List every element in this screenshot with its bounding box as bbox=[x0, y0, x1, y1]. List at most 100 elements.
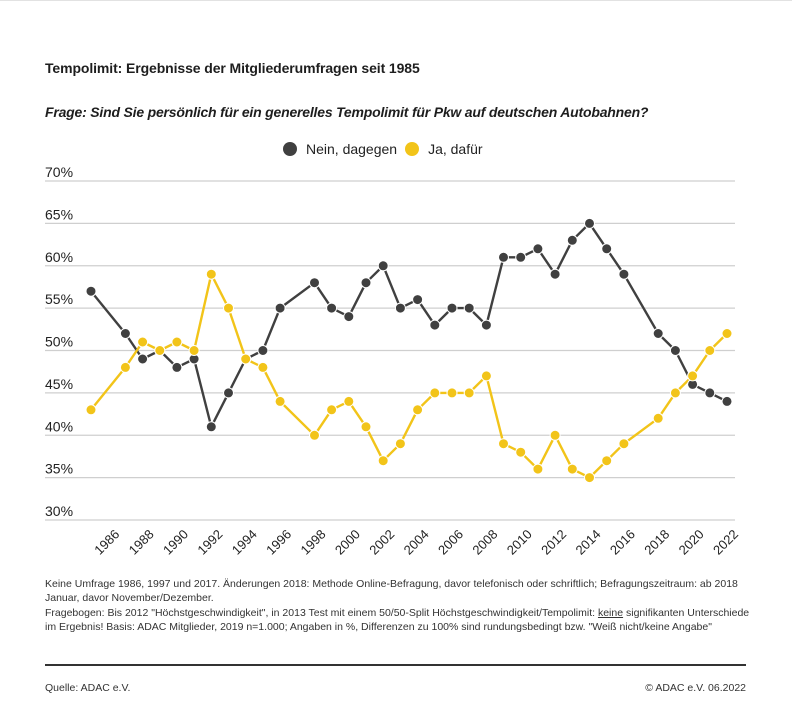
footnote-questionnaire: Fragebogen: Bis 2012 "Höchstgeschwindigk… bbox=[45, 606, 750, 633]
data-point-nein bbox=[584, 217, 595, 229]
legend-label-ja: Ja, dafür bbox=[428, 141, 483, 157]
y-tick-label: 35% bbox=[45, 461, 73, 477]
data-point-nein bbox=[480, 319, 492, 331]
data-point-ja bbox=[704, 345, 716, 356]
data-point-ja bbox=[498, 438, 509, 450]
data-point-nein bbox=[446, 302, 458, 314]
x-tick-label: 1990 bbox=[160, 527, 191, 558]
data-point-ja bbox=[669, 387, 681, 399]
data-point-nein bbox=[223, 387, 234, 399]
data-point-nein bbox=[566, 234, 578, 246]
data-point-nein bbox=[601, 243, 613, 255]
data-point-nein bbox=[343, 311, 355, 323]
data-point-ja bbox=[137, 336, 149, 348]
data-point-nein bbox=[85, 285, 97, 297]
data-point-ja bbox=[309, 429, 320, 441]
data-point-ja bbox=[549, 429, 561, 441]
data-point-nein bbox=[532, 243, 544, 255]
x-tick-label: 2018 bbox=[641, 527, 672, 558]
data-point-ja bbox=[343, 395, 355, 407]
data-point-ja bbox=[188, 345, 200, 356]
x-tick-label: 1992 bbox=[194, 527, 225, 558]
legend: Nein, dagegen Ja, dafür bbox=[283, 141, 491, 157]
data-point-ja bbox=[360, 421, 372, 433]
data-point-ja bbox=[119, 361, 131, 373]
data-point-nein bbox=[171, 361, 183, 373]
data-point-nein bbox=[309, 277, 320, 289]
data-point-nein bbox=[429, 319, 441, 331]
top-border bbox=[0, 0, 792, 1]
y-tick-label: 45% bbox=[45, 376, 73, 392]
data-point-ja bbox=[274, 395, 286, 407]
series-line-nein bbox=[90, 222, 728, 428]
y-axis-ticks: 30% 35% 40% 45% 50% 55% 60% 65% 70% bbox=[45, 164, 73, 519]
data-point-nein bbox=[515, 251, 527, 263]
data-point-nein bbox=[137, 353, 149, 365]
data-point-nein bbox=[463, 302, 475, 314]
legend-item-ja: Ja, dafür bbox=[405, 141, 483, 157]
data-point-ja bbox=[584, 472, 595, 484]
y-tick-label: 65% bbox=[45, 206, 73, 222]
data-point-nein bbox=[274, 302, 286, 314]
y-tick-label: 70% bbox=[45, 164, 73, 180]
gridlines bbox=[45, 180, 735, 521]
footnote-emphasis: keine bbox=[597, 606, 624, 619]
data-point-ja bbox=[394, 438, 406, 450]
data-point-nein bbox=[205, 421, 217, 433]
y-tick-label: 40% bbox=[45, 418, 73, 434]
chart-title: Tempolimit: Ergebnisse der Mitgliederumf… bbox=[45, 60, 420, 76]
data-point-nein bbox=[360, 277, 372, 289]
data-point-nein bbox=[119, 328, 131, 339]
data-point-nein bbox=[394, 302, 406, 314]
data-point-ja bbox=[515, 446, 527, 458]
data-point-nein bbox=[704, 387, 716, 399]
x-tick-label: 1986 bbox=[91, 527, 122, 558]
data-point-ja bbox=[721, 328, 733, 339]
data-point-ja bbox=[429, 387, 441, 399]
data-point-nein bbox=[377, 260, 389, 272]
data-point-ja bbox=[85, 404, 97, 416]
data-point-ja bbox=[652, 412, 664, 424]
data-point-nein bbox=[257, 345, 269, 356]
x-tick-label: 2006 bbox=[435, 527, 466, 558]
source-label: Quelle: ADAC e.V. bbox=[45, 682, 131, 694]
data-point-ja bbox=[566, 463, 578, 475]
x-tick-label: 2000 bbox=[332, 527, 363, 558]
data-point-ja bbox=[205, 268, 217, 280]
x-axis-ticks: 1986 1988 1990 1992 1994 1996 1998 2000 2002 2004… bbox=[91, 527, 741, 558]
chart-subtitle: Frage: Sind Sie persönlich für ein gener… bbox=[45, 104, 649, 120]
data-point-ja bbox=[326, 404, 338, 416]
legend-item-nein: Nein, dagegen bbox=[283, 141, 397, 157]
data-point-ja bbox=[240, 353, 252, 365]
data-point-ja bbox=[154, 345, 166, 356]
data-point-ja bbox=[618, 438, 630, 450]
data-point-ja bbox=[377, 455, 389, 467]
x-tick-label: 2004 bbox=[401, 527, 432, 558]
data-point-ja bbox=[687, 370, 699, 382]
x-tick-label: 2002 bbox=[366, 527, 397, 558]
x-tick-label: 1988 bbox=[126, 527, 157, 558]
x-tick-label: 2016 bbox=[607, 527, 638, 558]
data-point-nein bbox=[652, 328, 664, 339]
x-tick-label: 2014 bbox=[573, 527, 604, 558]
footnote-survey-changes: Keine Umfrage 1986, 1997 und 2017. Änder… bbox=[45, 578, 738, 605]
data-point-ja bbox=[223, 302, 234, 314]
legend-label-nein: Nein, dagegen bbox=[306, 141, 398, 157]
data-point-nein bbox=[326, 302, 338, 314]
data-point-ja bbox=[257, 361, 269, 373]
footnotes: Keine Umfrage 1986, 1997 und 2017. Änder… bbox=[45, 577, 755, 634]
data-point-nein bbox=[618, 268, 630, 280]
data-point-nein bbox=[498, 251, 509, 263]
data-point-ja bbox=[601, 455, 613, 467]
data-point-nein bbox=[412, 294, 424, 306]
data-point-ja bbox=[480, 370, 492, 382]
data-point-nein bbox=[669, 345, 681, 356]
series-points bbox=[85, 217, 733, 484]
copyright-label: © ADAC e.V. 06.2022 bbox=[645, 682, 746, 694]
x-tick-label: 2010 bbox=[504, 527, 535, 558]
data-point-nein bbox=[549, 268, 561, 280]
x-tick-label: 1994 bbox=[229, 527, 260, 558]
data-point-ja bbox=[446, 387, 458, 399]
data-point-ja bbox=[532, 463, 544, 475]
x-tick-label: 2008 bbox=[469, 527, 500, 558]
